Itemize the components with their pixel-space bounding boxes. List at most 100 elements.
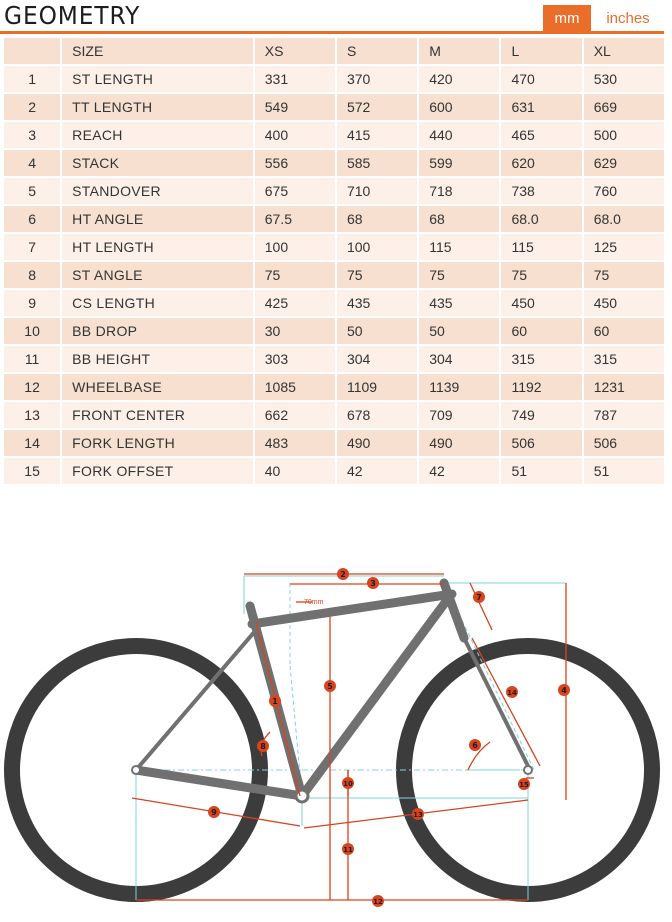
size-value-cell: 435 [419, 290, 500, 316]
row-measurement-name: FRONT CENTER [62, 402, 253, 428]
size-value-cell: 75 [254, 262, 335, 288]
row-number: 3 [4, 122, 61, 148]
unit-mm-button[interactable]: mm [543, 5, 591, 31]
size-value-cell: 738 [501, 178, 582, 204]
size-value-cell: 400 [254, 122, 335, 148]
marker-label: 7 [476, 593, 482, 602]
marker-label: 14 [507, 689, 517, 697]
size-value-cell: 530 [583, 66, 664, 92]
marker-label: 2 [340, 570, 346, 579]
size-value-cell: 67.5 [254, 206, 335, 232]
marker-label: 5 [327, 682, 333, 691]
size-value-cell: 75 [419, 262, 500, 288]
rear-axle [131, 765, 141, 775]
chainstay [131, 765, 307, 801]
size-value-cell: 115 [501, 234, 582, 260]
marker-label: 12 [373, 898, 383, 906]
dimension-marker-3: 3 [367, 577, 379, 589]
size-value-cell: 51 [501, 458, 582, 484]
size-value-cell: 675 [254, 178, 335, 204]
size-value-cell: 303 [254, 346, 335, 372]
row-number: 1 [4, 66, 61, 92]
size-value-cell: 60 [501, 318, 582, 344]
row-number: 13 [4, 402, 61, 428]
size-value-cell: 60 [583, 318, 664, 344]
size-value-cell: 51 [583, 458, 664, 484]
size-value-cell: 572 [336, 94, 418, 120]
size-value-cell: 585 [336, 150, 418, 176]
row-number: 8 [4, 262, 61, 288]
size-value-cell: 50 [419, 318, 500, 344]
size-value-cell: 420 [419, 66, 500, 92]
table-row: 14 FORK LENGTH 483 490 490 506 506 [4, 430, 664, 456]
size-value-cell: 506 [501, 430, 582, 456]
size-value-cell: 100 [254, 234, 335, 260]
size-value-cell: 125 [583, 234, 664, 260]
table-row: 9 CS LENGTH 425 435 435 450 450 [4, 290, 664, 316]
row-number: 6 [4, 206, 61, 232]
marker-label: 13 [413, 811, 423, 819]
row-number: 4 [4, 150, 61, 176]
seatstay [134, 628, 258, 772]
size-value-cell: 331 [254, 66, 335, 92]
marker-label: 8 [260, 742, 266, 751]
row-measurement-name: CS LENGTH [62, 290, 253, 316]
size-value-cell: 549 [254, 94, 335, 120]
row-measurement-name: FORK LENGTH [62, 430, 253, 456]
marker-label: 10 [343, 780, 353, 788]
size-value-cell: 425 [254, 290, 335, 316]
row-number: 11 [4, 346, 61, 372]
bike-frame [131, 578, 469, 801]
dimension-marker-15: 15 [518, 778, 530, 790]
size-value-cell: 304 [336, 346, 418, 372]
row-measurement-name: ST LENGTH [62, 66, 253, 92]
front-axle [523, 765, 533, 775]
unit-inches-button[interactable]: inches [606, 9, 650, 27]
fork-blade [460, 632, 532, 772]
table-row: 8 ST ANGLE 75 75 75 75 75 [4, 262, 664, 288]
size-value-cell: 709 [419, 402, 500, 428]
column-header-m: M [419, 38, 500, 64]
row-measurement-name: ST ANGLE [62, 262, 253, 288]
size-value-cell: 500 [583, 122, 664, 148]
size-value-cell: 415 [336, 122, 418, 148]
size-value-cell: 315 [583, 346, 664, 372]
dimension-marker-4: 4 [558, 684, 570, 696]
table-row: 11 BB HEIGHT 303 304 304 315 315 [4, 346, 664, 372]
dimension-marker-6: 6 [469, 739, 481, 751]
row-measurement-name: HT LENGTH [62, 234, 253, 260]
table-row: 2 TT LENGTH 549 572 600 631 669 [4, 94, 664, 120]
dimension-marker-2: 2 [337, 568, 349, 580]
size-value-cell: 1231 [583, 374, 664, 400]
top-tube [247, 589, 457, 629]
row-number: 14 [4, 430, 61, 456]
dimension-marker-8: 8 [257, 740, 269, 752]
row-number: 10 [4, 318, 61, 344]
size-value-cell: 435 [336, 290, 418, 316]
column-header-xs: XS [254, 38, 335, 64]
row-measurement-name: TT LENGTH [62, 94, 253, 120]
size-value-cell: 440 [419, 122, 500, 148]
dimension-marker-13: 13 [412, 808, 424, 820]
size-value-cell: 68 [419, 206, 500, 232]
marker-label: 3 [370, 579, 376, 588]
size-value-cell: 710 [336, 178, 418, 204]
size-value-cell: 678 [336, 402, 418, 428]
table-row: 7 HT LENGTH 100 100 115 115 125 [4, 234, 664, 260]
table-row: 1 ST LENGTH 331 370 420 470 530 [4, 66, 664, 92]
size-value-cell: 68.0 [501, 206, 582, 232]
size-value-cell: 40 [254, 458, 335, 484]
size-value-cell: 1192 [501, 374, 582, 400]
marker-label: 1 [272, 697, 278, 706]
size-value-cell: 669 [583, 94, 664, 120]
table-row: 15 FORK OFFSET 40 42 42 51 51 [4, 458, 664, 484]
dimension-marker-1: 1 [269, 695, 281, 707]
size-value-cell: 749 [501, 402, 582, 428]
size-value-cell: 506 [583, 430, 664, 456]
size-value-cell: 1139 [419, 374, 500, 400]
size-value-cell: 1109 [336, 374, 418, 400]
size-value-cell: 470 [501, 66, 582, 92]
marker-label: 15 [519, 781, 529, 789]
